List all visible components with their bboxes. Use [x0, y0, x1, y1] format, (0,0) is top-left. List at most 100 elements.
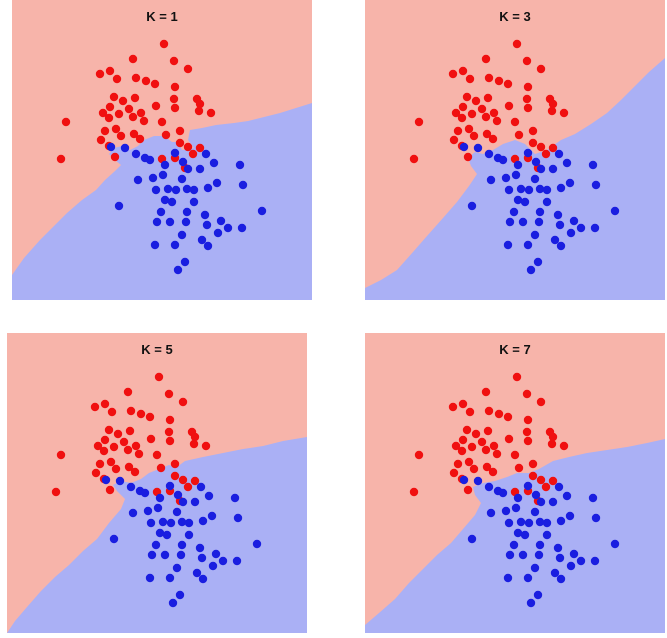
red-point-41: [188, 149, 198, 159]
blue-point-10: [531, 490, 541, 500]
red-point-5: [448, 69, 458, 79]
blue-point-27: [238, 180, 248, 190]
blue-point-16: [235, 160, 245, 170]
blue-point-0: [106, 142, 116, 152]
red-point-12: [170, 103, 180, 113]
blue-point-17: [146, 518, 156, 528]
blue-point-40: [172, 563, 182, 573]
blue-point-46: [533, 590, 543, 600]
red-point-35: [129, 129, 139, 139]
knn-plot-k1: K = 1: [12, 0, 312, 300]
blue-point-12: [530, 174, 540, 184]
blue-point-7: [160, 160, 170, 170]
red-point-0: [100, 399, 110, 409]
blue-point-9: [511, 503, 521, 513]
blue-point-43: [503, 573, 513, 583]
blue-point-27: [591, 180, 601, 190]
red-point-39: [528, 126, 538, 136]
blue-point-2: [131, 149, 141, 159]
blue-point-18: [158, 517, 168, 527]
red-point-13: [130, 93, 140, 103]
blue-point-38: [232, 556, 242, 566]
red-point-6: [107, 407, 117, 417]
red-point-16: [477, 437, 487, 447]
red-point-22: [206, 108, 216, 118]
blue-point-5: [128, 508, 138, 518]
red-point-21: [190, 432, 200, 442]
blue-point-11: [178, 497, 188, 507]
red-point-11: [169, 94, 179, 104]
blue-point-42: [208, 561, 218, 571]
red-point-6: [465, 407, 475, 417]
blue-point-23: [167, 197, 177, 207]
red-point-23: [61, 117, 71, 127]
red-point-31: [100, 126, 110, 136]
red-point-14: [462, 425, 472, 435]
red-point-16: [124, 104, 134, 114]
blue-point-8: [170, 148, 180, 158]
red-point-11: [522, 427, 532, 437]
red-point-35: [482, 129, 492, 139]
blue-point-2: [126, 482, 136, 492]
blue-point-35: [555, 553, 565, 563]
red-point-47: [548, 143, 558, 153]
blue-point-43: [503, 240, 513, 250]
blue-point-39: [252, 539, 262, 549]
blue-point-10: [531, 157, 541, 167]
red-point-32: [96, 135, 106, 145]
blue-point-31: [553, 210, 563, 220]
blue-point-42: [566, 228, 576, 238]
red-point-40: [183, 142, 193, 152]
blue-point-46: [533, 257, 543, 267]
blue-point-21: [184, 518, 194, 528]
blue-point-30: [535, 207, 545, 217]
blue-point-39: [610, 539, 620, 549]
red-point-5: [90, 402, 100, 412]
blue-point-42: [213, 228, 223, 238]
blue-point-4: [140, 488, 150, 498]
blue-point-8: [165, 481, 175, 491]
red-point-24: [93, 441, 103, 451]
red-point-25: [457, 446, 467, 456]
red-point-17: [458, 102, 468, 112]
blue-point-17: [504, 518, 514, 528]
red-point-0: [458, 66, 468, 76]
blue-point-14: [204, 491, 214, 501]
red-point-5: [448, 402, 458, 412]
blue-point-25: [556, 183, 566, 193]
blue-point-32: [152, 217, 162, 227]
blue-point-6: [501, 506, 511, 516]
panel-title-k5: K = 5: [141, 342, 173, 357]
red-point-25: [99, 446, 109, 456]
red-point-1: [481, 387, 491, 397]
red-point-28: [489, 441, 499, 451]
knn-plot-k7: K = 7: [365, 333, 665, 633]
red-point-3: [169, 56, 179, 66]
blue-point-6: [143, 506, 153, 516]
blue-point-1: [473, 476, 483, 486]
blue-point-22: [513, 528, 523, 538]
red-point-3: [522, 389, 532, 399]
blue-point-26: [565, 511, 575, 521]
red-point-42: [56, 154, 66, 164]
blue-point-34: [534, 550, 544, 560]
blue-point-4: [498, 155, 508, 165]
red-point-31: [95, 459, 105, 469]
red-point-47: [195, 143, 205, 153]
blue-point-32: [505, 550, 515, 560]
blue-point-30: [177, 540, 187, 550]
knn-plot-k7-svg: [365, 333, 665, 633]
red-point-6: [112, 74, 122, 84]
red-point-48: [528, 471, 538, 481]
red-point-34: [116, 131, 126, 141]
blue-point-16: [230, 493, 240, 503]
red-point-23: [414, 450, 424, 460]
red-point-2: [512, 372, 522, 382]
blue-point-18: [163, 184, 173, 194]
blue-point-15: [548, 497, 558, 507]
blue-point-46: [175, 590, 185, 600]
red-point-31: [453, 459, 463, 469]
red-point-42: [409, 487, 419, 497]
blue-point-15: [548, 164, 558, 174]
blue-point-35: [202, 220, 212, 230]
